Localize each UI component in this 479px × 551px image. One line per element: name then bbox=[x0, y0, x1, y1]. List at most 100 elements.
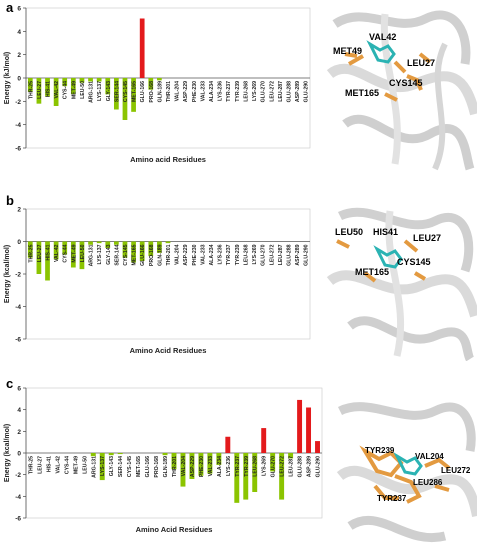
protein-structure-image-a: VAL42 MET49 LEU27 CYS145 MET165 bbox=[325, 4, 479, 176]
y-axis-label: Energy (kcal/mol) bbox=[4, 245, 11, 303]
residue-label: TYR239 bbox=[365, 446, 395, 455]
bar bbox=[279, 453, 285, 500]
category-label: LEU-287 bbox=[278, 81, 284, 102]
y-tick-label: 2 bbox=[17, 207, 21, 214]
residue-label: VAL42 bbox=[369, 32, 397, 42]
ribbon-illustration bbox=[326, 207, 479, 362]
category-label: ALA-234 bbox=[209, 244, 215, 265]
category-label: LEU-27 bbox=[37, 81, 43, 99]
x-axis-label: Amino Acid Residues bbox=[130, 346, 207, 355]
bar bbox=[108, 453, 114, 456]
bar bbox=[105, 78, 111, 95]
category-label: MET-49 bbox=[73, 456, 79, 474]
bar bbox=[62, 78, 68, 87]
energy-bar-chart-a: -6 -4 -2 0 2 4 6 Energy (kJ/mol) THR-25 LEU-27 HIS… bbox=[4, 6, 311, 164]
bar bbox=[252, 453, 258, 492]
category-label: LYS-137 bbox=[97, 244, 103, 264]
protein-structure-image-c: TYR239 VAL204 LEU272 LEU286 TYR237 bbox=[335, 396, 479, 546]
bar bbox=[88, 78, 93, 82]
category-label: THR-201 bbox=[166, 81, 172, 102]
panel-b: b -6 -4 -2 0 2 Energy (kcal/mol) THR-25 LEU-27 H… bbox=[0, 193, 479, 363]
bar bbox=[99, 453, 105, 481]
bar bbox=[139, 241, 145, 261]
category-label: PHE-230 bbox=[199, 456, 205, 477]
y-tick-label: 6 bbox=[17, 6, 21, 13]
bar bbox=[36, 78, 42, 104]
category-label: MET-49 bbox=[71, 244, 77, 262]
panel-a: a -6 -4 -2 0 2 4 6 Energy (kJ/mol) THR-25 LEU-27 H… bbox=[0, 0, 479, 180]
bar bbox=[157, 78, 162, 81]
y-tick-label: 2 bbox=[17, 52, 21, 59]
category-label: GLU-270 bbox=[261, 81, 267, 102]
bar bbox=[113, 241, 119, 245]
category-label: ALA-234 bbox=[209, 81, 215, 102]
bar bbox=[53, 78, 59, 106]
residue-label: LEU27 bbox=[407, 58, 436, 68]
category-label: TYR-239 bbox=[244, 456, 250, 477]
category-label: GLU-290 bbox=[316, 456, 322, 477]
y-tick-label: -6 bbox=[15, 337, 21, 344]
category-label: MET-165 bbox=[132, 81, 138, 102]
category-label: VAL-204 bbox=[181, 456, 187, 476]
category-label: SER-144 bbox=[114, 81, 120, 102]
category-label: LYS-137 bbox=[97, 81, 103, 101]
category-label: LEU-287 bbox=[289, 456, 295, 477]
y-tick-label: 0 bbox=[17, 76, 21, 83]
bar bbox=[162, 453, 168, 456]
category-label: ASP-289 bbox=[295, 244, 301, 265]
category-label: TYR-239 bbox=[235, 81, 241, 102]
residue-label: LEU27 bbox=[413, 233, 442, 243]
category-label: CYS-44 bbox=[63, 81, 69, 99]
category-label: GLU-270 bbox=[261, 244, 267, 265]
bar bbox=[261, 428, 267, 453]
category-label: VAL-233 bbox=[208, 456, 214, 476]
x-axis-label: Amino Acid Residues bbox=[136, 525, 213, 534]
residue-label: MET49 bbox=[333, 46, 363, 56]
bar bbox=[157, 241, 162, 253]
category-label: PRO-168 bbox=[149, 81, 155, 103]
y-tick-label: -2 bbox=[15, 99, 21, 106]
category-label: GLU-288 bbox=[286, 81, 292, 102]
category-label: CYS-145 bbox=[127, 456, 133, 477]
category-label: LEU-27 bbox=[37, 244, 43, 262]
y-tick-label: -6 bbox=[15, 516, 21, 523]
category-label: TYR-237 bbox=[226, 244, 232, 265]
category-label: LEU-268 bbox=[243, 244, 249, 265]
residue-label: LEU286 bbox=[413, 478, 443, 487]
bar bbox=[79, 78, 85, 83]
category-label: LYS-236 bbox=[226, 456, 232, 476]
x-axis-label: Amino acid Residues bbox=[130, 155, 206, 164]
bar bbox=[180, 453, 186, 487]
category-label: ASP-229 bbox=[183, 244, 189, 265]
bar bbox=[189, 453, 195, 479]
bar bbox=[90, 453, 96, 457]
category-label: LEU-272 bbox=[269, 244, 275, 265]
category-label: ASP-229 bbox=[183, 81, 189, 102]
y-tick-label: 4 bbox=[17, 407, 21, 414]
bar bbox=[45, 78, 50, 97]
category-label: TYR-237 bbox=[235, 456, 241, 477]
y-tick-label: -6 bbox=[15, 146, 21, 153]
y-tick-label: 0 bbox=[17, 239, 21, 246]
residue-label: LEU50 bbox=[335, 227, 364, 237]
y-tick-label: 6 bbox=[17, 386, 21, 393]
category-label: VAL-233 bbox=[200, 244, 206, 264]
category-label: MET-165 bbox=[132, 244, 138, 265]
category-label: HIS-41 bbox=[46, 244, 52, 260]
residue-label: MET165 bbox=[355, 267, 390, 277]
category-label: GLU-290 bbox=[304, 244, 310, 265]
bar bbox=[171, 453, 177, 470]
bar bbox=[113, 78, 119, 110]
panel-c: c -6 -4 -2 0 2 4 6 Energy (kcal/mol) THR-25 LEU-2… bbox=[0, 376, 479, 550]
bar bbox=[88, 241, 93, 245]
energy-bar-chart-c: -6 -4 -2 0 2 4 6 Energy (kcal/mol) THR-25 LEU-27 H… bbox=[4, 386, 323, 534]
category-label: SER-144 bbox=[118, 456, 124, 477]
y-tick-label: -4 bbox=[15, 304, 21, 311]
bar bbox=[27, 78, 33, 92]
category-label: ARG-131 bbox=[91, 456, 97, 478]
category-label: GLU-290 bbox=[304, 81, 310, 102]
category-label: GLN-189 bbox=[163, 456, 169, 477]
bar bbox=[131, 78, 136, 112]
residue-label: TYR237 bbox=[377, 494, 407, 503]
y-tick-label: -2 bbox=[15, 472, 21, 479]
